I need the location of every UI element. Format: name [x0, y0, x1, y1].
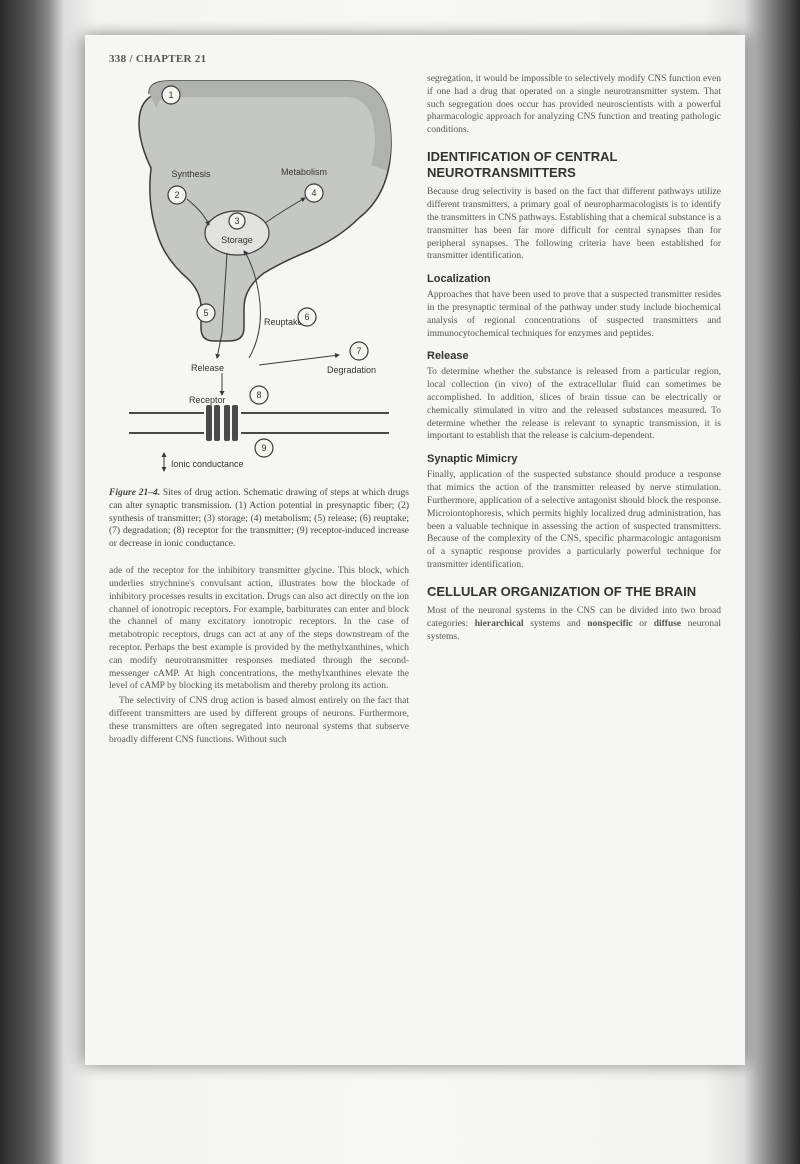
heading-identification: IDENTIFICATION OF CENTRAL NEUROTRANSMITT…: [427, 149, 721, 180]
two-column-layout: 1 3 Storage Synthesis 2 Metabolism 4: [109, 73, 721, 748]
right-p6: Most of the neuronal systems in the CNS …: [427, 605, 721, 643]
num-7: 7: [356, 346, 361, 356]
heading-localization: Localization: [427, 273, 721, 285]
right-column: segregation, it would be impossible to s…: [427, 73, 721, 748]
right-p2: Because drug selectivity is based on the…: [427, 186, 721, 263]
right-p5: Finally, application of the suspected su…: [427, 469, 721, 572]
label-ionic: Ionic conductance: [171, 459, 244, 469]
synapse-diagram: 1 3 Storage Synthesis 2 Metabolism 4: [109, 73, 409, 483]
figure-caption: Figure 21–4. Sites of drug action. Schem…: [109, 487, 409, 551]
p6c: systems and: [524, 619, 588, 629]
left-para-2: The selectivity of CNS drug action is ba…: [109, 695, 409, 746]
p6-nonspecific: nonspecific: [587, 619, 632, 629]
p6-hierarchical: hierarchical: [475, 619, 524, 629]
right-p4: To determine whether the substance is re…: [427, 366, 721, 443]
label-receptor: Receptor: [189, 395, 226, 405]
page-header: 338 / CHAPTER 21: [109, 53, 721, 65]
heading-cellular-org: CELLULAR ORGANIZATION OF THE BRAIN: [427, 584, 721, 600]
label-synthesis: Synthesis: [171, 169, 211, 179]
label-reuptake: Reuptake: [264, 317, 303, 327]
figure-title: Figure 21–4.: [109, 488, 160, 498]
num-2: 2: [174, 190, 179, 200]
presynaptic-terminal: [139, 81, 391, 341]
left-body-text: ade of the receptor for the inhibitory t…: [109, 565, 409, 746]
num-9: 9: [261, 443, 266, 453]
num-6: 6: [304, 312, 309, 322]
figure-21-4: 1 3 Storage Synthesis 2 Metabolism 4: [109, 73, 409, 483]
num-8: 8: [256, 390, 261, 400]
right-p3: Approaches that have been used to prove …: [427, 289, 721, 340]
arrow-degradation: [259, 355, 339, 365]
label-release: Release: [191, 363, 224, 373]
left-column: 1 3 Storage Synthesis 2 Metabolism 4: [109, 73, 409, 748]
num-4: 4: [311, 188, 316, 198]
right-intro: segregation, it would be impossible to s…: [427, 73, 721, 137]
left-para-1: ade of the receptor for the inhibitory t…: [109, 565, 409, 693]
label-degradation: Degradation: [327, 365, 376, 375]
heading-synaptic-mimicry: Synaptic Mimicry: [427, 453, 721, 465]
textbook-page: 338 / CHAPTER 21 1 3 Storage: [85, 35, 745, 1065]
p6e: or: [633, 619, 654, 629]
num-5: 5: [203, 308, 208, 318]
num-1: 1: [168, 90, 173, 100]
num-3: 3: [234, 216, 239, 226]
label-metabolism: Metabolism: [281, 167, 327, 177]
p6-diffuse: diffuse: [654, 619, 681, 629]
label-storage: Storage: [221, 235, 253, 245]
heading-release: Release: [427, 350, 721, 362]
receptor-channel: [206, 405, 238, 441]
